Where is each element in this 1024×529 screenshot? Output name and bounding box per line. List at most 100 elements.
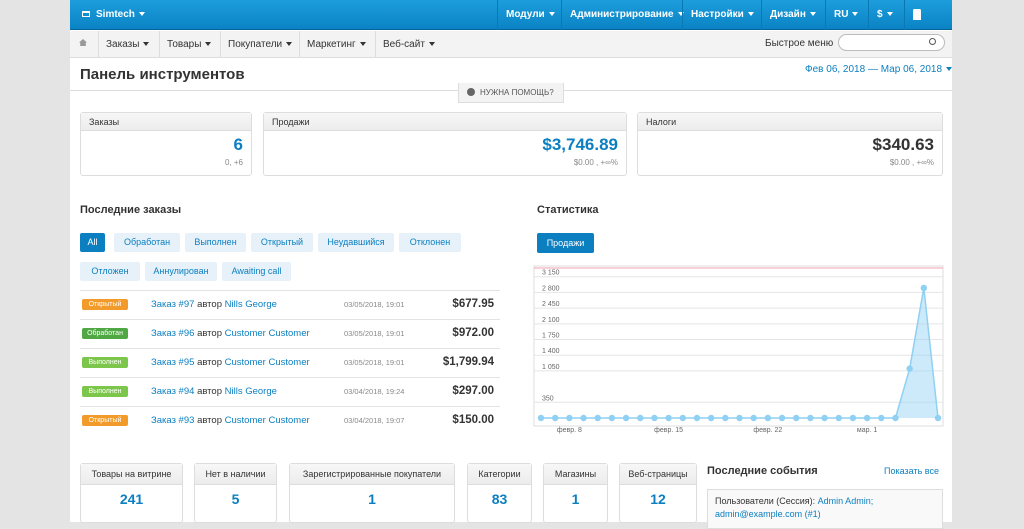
point	[764, 414, 772, 422]
nav-separator	[220, 31, 221, 58]
summary-box: Продажи $3,746.89 $0.00 , +∞%	[263, 112, 627, 176]
point	[637, 414, 644, 422]
order-info: Заказ #94 автор Nills George	[151, 386, 277, 397]
order-total: $297.00	[452, 385, 494, 397]
order-date: 03/05/2018, 19:01	[344, 329, 405, 338]
point	[580, 414, 587, 422]
filter-button[interactable]: Открытый	[251, 233, 313, 252]
order-by: автор	[197, 386, 222, 397]
point	[807, 414, 814, 422]
home-icon	[79, 39, 87, 46]
nav-menu-item[interactable]: Маркетинг	[307, 39, 366, 50]
quick-menu[interactable]: Быстрое меню	[765, 38, 834, 49]
order-status: Обработан	[82, 328, 128, 339]
top-menu-item[interactable]: $	[877, 9, 893, 20]
point	[821, 414, 828, 422]
stat-label: Категории	[478, 469, 521, 479]
user-icon[interactable]	[913, 9, 921, 20]
event-email[interactable]: admin@example.com (#1)	[715, 509, 821, 519]
order-date: 03/05/2018, 19:01	[344, 358, 405, 367]
y-tick-label: 2 800	[542, 285, 560, 292]
point	[722, 414, 729, 422]
nav-menu-item[interactable]: Товары	[167, 39, 211, 50]
customer-link[interactable]: Nills George	[224, 299, 277, 310]
point	[878, 414, 885, 422]
row-border	[80, 377, 500, 378]
date-range[interactable]: Фев 06, 2018 — Мар 06, 2018	[805, 64, 952, 75]
summary-sub: $0.00 , +∞%	[573, 158, 618, 167]
top-separator	[497, 0, 498, 30]
order-by: автор	[197, 415, 222, 426]
customer-link[interactable]: Customer Customer	[224, 415, 310, 426]
top-separator	[868, 0, 869, 30]
filter-button[interactable]: Отложен	[80, 262, 140, 281]
y-tick-label: 1 050	[542, 364, 560, 371]
search-input[interactable]	[838, 34, 945, 51]
filter-button[interactable]: Аннулирован	[145, 262, 217, 281]
help-text: НУЖНА ПОМОЩЬ?	[480, 88, 554, 97]
filter-button[interactable]: Awaiting call	[222, 262, 291, 281]
stat-header	[468, 464, 531, 485]
help-button[interactable]: НУЖНА ПОМОЩЬ?	[458, 83, 564, 103]
stat-label: Веб-страницы	[628, 469, 688, 479]
nav-menu-item[interactable]: Веб-сайт	[383, 39, 435, 50]
order-by: автор	[197, 357, 222, 368]
stat-value[interactable]: 12	[650, 491, 666, 507]
order-info: Заказ #96 автор Customer Customer	[151, 328, 310, 339]
nav-bar	[70, 31, 952, 58]
point	[665, 414, 672, 422]
x-tick-label: мар. 1	[857, 427, 877, 434]
summary-label: Налоги	[646, 117, 677, 127]
filter-button[interactable]: Неудавшийся	[318, 233, 394, 252]
stat-value[interactable]: 83	[491, 491, 508, 507]
stat-label: Нет в наличии	[205, 469, 266, 479]
row-border	[80, 406, 500, 407]
stat-header	[620, 464, 696, 485]
top-menu-item[interactable]: Модули	[506, 9, 555, 20]
show-all-link[interactable]: Показать все	[884, 466, 939, 476]
order-link[interactable]: Заказ #96	[151, 328, 195, 339]
order-link[interactable]: Заказ #95	[151, 357, 195, 368]
page-title: Панель инструментов	[80, 66, 245, 83]
top-menu-item[interactable]: Администрирование	[570, 9, 684, 20]
top-menu-item[interactable]: Настройки	[691, 9, 754, 20]
filter-button[interactable]: Обработан	[114, 233, 180, 252]
order-total: $1,799.94	[442, 356, 494, 368]
filter-button[interactable]: Выполнен	[185, 233, 246, 252]
summary-value: 6	[233, 135, 243, 154]
stat-header	[290, 464, 454, 485]
stat-box: Веб-страницы 12	[619, 463, 697, 523]
event-text: Пользователи (Сессия):	[715, 496, 816, 506]
stat-value[interactable]: 1	[571, 491, 580, 507]
order-total: $150.00	[452, 414, 494, 426]
stat-value[interactable]: 241	[119, 491, 144, 507]
point	[566, 414, 573, 422]
order-status: Открытый	[82, 415, 128, 426]
help-icon	[467, 88, 475, 96]
point	[679, 414, 686, 422]
event-user[interactable]: Admin Admin;	[817, 496, 874, 506]
customer-link[interactable]: Customer Customer	[224, 357, 310, 368]
order-link[interactable]: Заказ #94	[151, 386, 195, 397]
customer-link[interactable]: Nills George	[224, 386, 277, 397]
brand[interactable]: Simtech	[96, 9, 145, 20]
stat-value[interactable]: 5	[231, 491, 240, 507]
chart: 350 1 050 1 400 1 750 2 100 2 450 2 800 3 150 фе…	[533, 265, 944, 434]
order-link[interactable]: Заказ #97	[151, 299, 195, 310]
summary-label: Заказы	[89, 117, 120, 127]
filter-button[interactable]: All	[80, 233, 105, 252]
nav-menu-item[interactable]: Заказы	[106, 39, 149, 50]
top-menu-item[interactable]: RU	[834, 9, 858, 20]
order-link[interactable]: Заказ #93	[151, 415, 195, 426]
order-by: автор	[197, 328, 222, 339]
stat-value[interactable]: 1	[368, 491, 376, 507]
stat-tab[interactable]: Продажи	[537, 233, 594, 253]
top-menu-item[interactable]: Дизайн	[770, 9, 816, 20]
top-separator	[761, 0, 762, 30]
point	[835, 414, 842, 422]
summary-label: Продажи	[272, 117, 310, 127]
customer-link[interactable]: Customer Customer	[224, 328, 310, 339]
stat-label: Зарегистрированные покупатели	[302, 469, 442, 479]
filter-button[interactable]: Отклонен	[399, 233, 461, 252]
nav-menu-item[interactable]: Покупатели	[228, 39, 292, 50]
